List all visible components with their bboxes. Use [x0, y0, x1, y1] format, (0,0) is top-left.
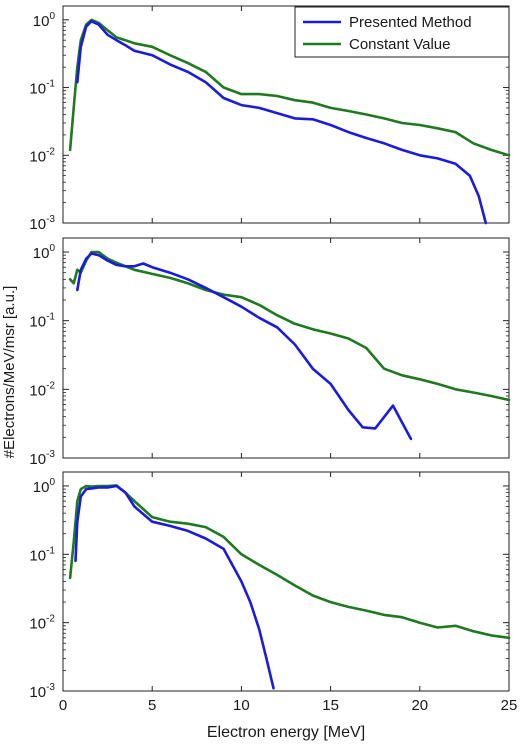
- y-tick-exponent: -2: [46, 380, 55, 391]
- y-tick-exponent: 0: [49, 477, 55, 488]
- y-tick-base: 10: [29, 616, 46, 633]
- series-line-constant-value: [68, 18, 511, 157]
- y-tick-base: 10: [29, 684, 46, 701]
- y-tick-base: 10: [29, 314, 46, 331]
- legend-box: [294, 6, 510, 58]
- axes-frame: [62, 237, 510, 459]
- y-tick-exponent: -3: [46, 449, 55, 460]
- y-tick-label: 100: [33, 11, 56, 30]
- y-tick-label: 10-1: [29, 312, 55, 331]
- y-tick-label: 10-3: [29, 214, 55, 233]
- y-tick-exponent: 0: [49, 243, 55, 254]
- y-tick-exponent: -3: [46, 682, 55, 693]
- y-axis-label: #Electrons/MeV/msr [a.u.]: [1, 286, 18, 459]
- y-tick-base: 10: [29, 382, 46, 399]
- y-tick-base: 10: [33, 245, 50, 262]
- y-tick-label: 10-3: [29, 682, 55, 701]
- y-tick-base: 10: [29, 148, 46, 165]
- x-tick-label: 25: [501, 697, 518, 714]
- x-tick-label: 0: [59, 697, 67, 714]
- y-tick-exponent: -1: [46, 545, 55, 556]
- y-tick-base: 10: [29, 547, 46, 564]
- x-tick-label: 20: [411, 697, 428, 714]
- y-tick-exponent: -2: [46, 614, 55, 625]
- x-axis-label: Electron energy [MeV]: [207, 724, 365, 741]
- y-tick-base: 10: [29, 81, 46, 98]
- y-tick-label: 10-2: [29, 380, 55, 399]
- legend-entry: Constant Value: [349, 36, 450, 53]
- series-line-constant-value: [68, 484, 511, 640]
- y-tick-label: 10-2: [29, 614, 55, 633]
- y-tick-exponent: -2: [46, 146, 55, 157]
- y-tick-base: 10: [29, 451, 46, 468]
- y-tick-label: 10-3: [29, 449, 55, 468]
- y-tick-label: 100: [33, 477, 56, 496]
- series-line-presented-method: [74, 484, 275, 690]
- y-tick-exponent: -1: [46, 79, 55, 90]
- y-tick-base: 10: [33, 479, 50, 496]
- x-tick-label: 10: [233, 697, 250, 714]
- series-line-constant-value: [68, 250, 511, 402]
- y-tick-exponent: 0: [49, 11, 55, 22]
- x-tick-label: 5: [148, 697, 156, 714]
- x-tick-label: 15: [322, 697, 339, 714]
- y-tick-label: 10-1: [29, 79, 55, 98]
- legend-entry: Presented Method: [349, 14, 472, 31]
- series-line-presented-method: [76, 252, 413, 441]
- y-tick-exponent: -3: [46, 214, 55, 225]
- y-tick-label: 10-1: [29, 545, 55, 564]
- y-tick-label: 100: [33, 243, 56, 262]
- y-tick-base: 10: [33, 13, 50, 30]
- y-tick-label: 10-2: [29, 146, 55, 165]
- y-tick-base: 10: [29, 216, 46, 233]
- y-tick-exponent: -1: [46, 312, 55, 323]
- series-line-presented-method: [76, 19, 488, 225]
